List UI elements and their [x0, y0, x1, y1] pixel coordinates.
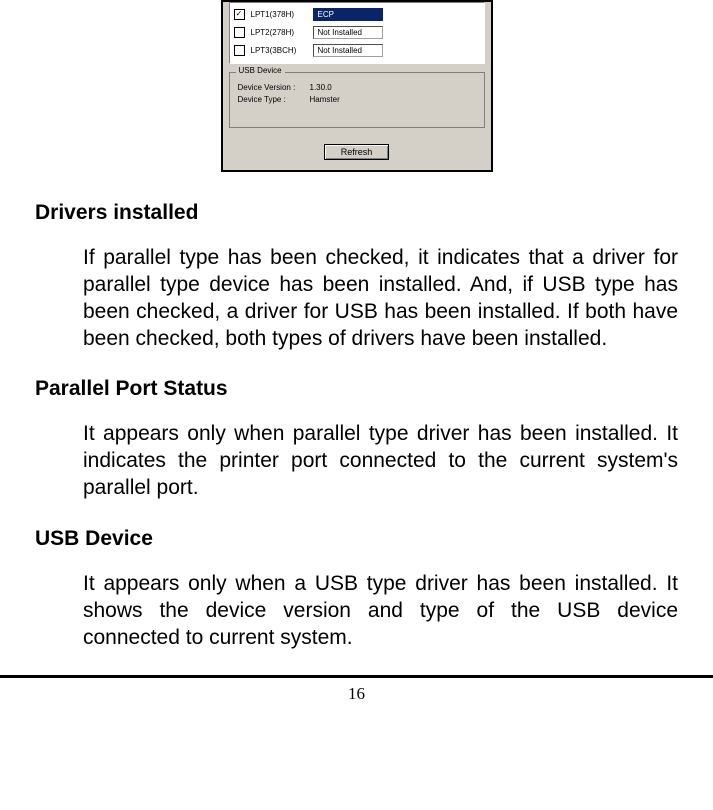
port-status: ECP — [313, 8, 383, 21]
footer-rule — [0, 675, 713, 678]
checkbox-icon[interactable] — [234, 45, 245, 56]
port-name: LPT2(278H) — [251, 28, 313, 37]
checkbox-icon[interactable] — [234, 27, 245, 38]
port-name: LPT1(378H) — [251, 10, 313, 19]
port-row[interactable]: LPT2(278H) Not Installed — [230, 23, 484, 41]
usb-device-group: USB Device Device Version : 1.30.0 Devic… — [229, 72, 485, 128]
label: Device Type : — [238, 95, 310, 104]
section-paragraph: It appears only when parallel type drive… — [83, 421, 678, 502]
label: Device Version : — [238, 83, 310, 92]
document-body: Drivers installed If parallel type has b… — [35, 200, 678, 651]
groupbox-legend: USB Device — [236, 66, 285, 75]
page-number: 16 — [35, 684, 678, 708]
button-row: Refresh — [223, 136, 491, 170]
port-status: Not Installed — [313, 44, 383, 57]
section-paragraph: It appears only when a USB type driver h… — [83, 571, 678, 652]
port-row[interactable]: LPT3(3BCH) Not Installed — [230, 41, 484, 59]
dialog-window: ✓ LPT1(378H) ECP LPT2(278H) Not Installe… — [221, 0, 493, 172]
value: 1.30.0 — [310, 83, 332, 92]
refresh-button[interactable]: Refresh — [324, 144, 390, 160]
port-row[interactable]: ✓ LPT1(378H) ECP — [230, 5, 484, 23]
usb-type-row: Device Type : Hamster — [238, 95, 476, 104]
page: ✓ LPT1(378H) ECP LPT2(278H) Not Installe… — [0, 0, 713, 708]
usb-version-row: Device Version : 1.30.0 — [238, 83, 476, 92]
section-paragraph: If parallel type has been checked, it in… — [83, 245, 678, 353]
checkbox-icon[interactable]: ✓ — [234, 9, 245, 20]
value: Hamster — [310, 95, 340, 104]
port-status: Not Installed — [313, 26, 383, 39]
section-heading: USB Device — [35, 526, 678, 553]
parallel-port-list: ✓ LPT1(378H) ECP LPT2(278H) Not Installe… — [229, 2, 485, 64]
dialog-figure: ✓ LPT1(378H) ECP LPT2(278H) Not Installe… — [221, 0, 493, 172]
section-heading: Parallel Port Status — [35, 376, 678, 403]
port-name: LPT3(3BCH) — [251, 46, 313, 55]
section-heading: Drivers installed — [35, 200, 678, 227]
